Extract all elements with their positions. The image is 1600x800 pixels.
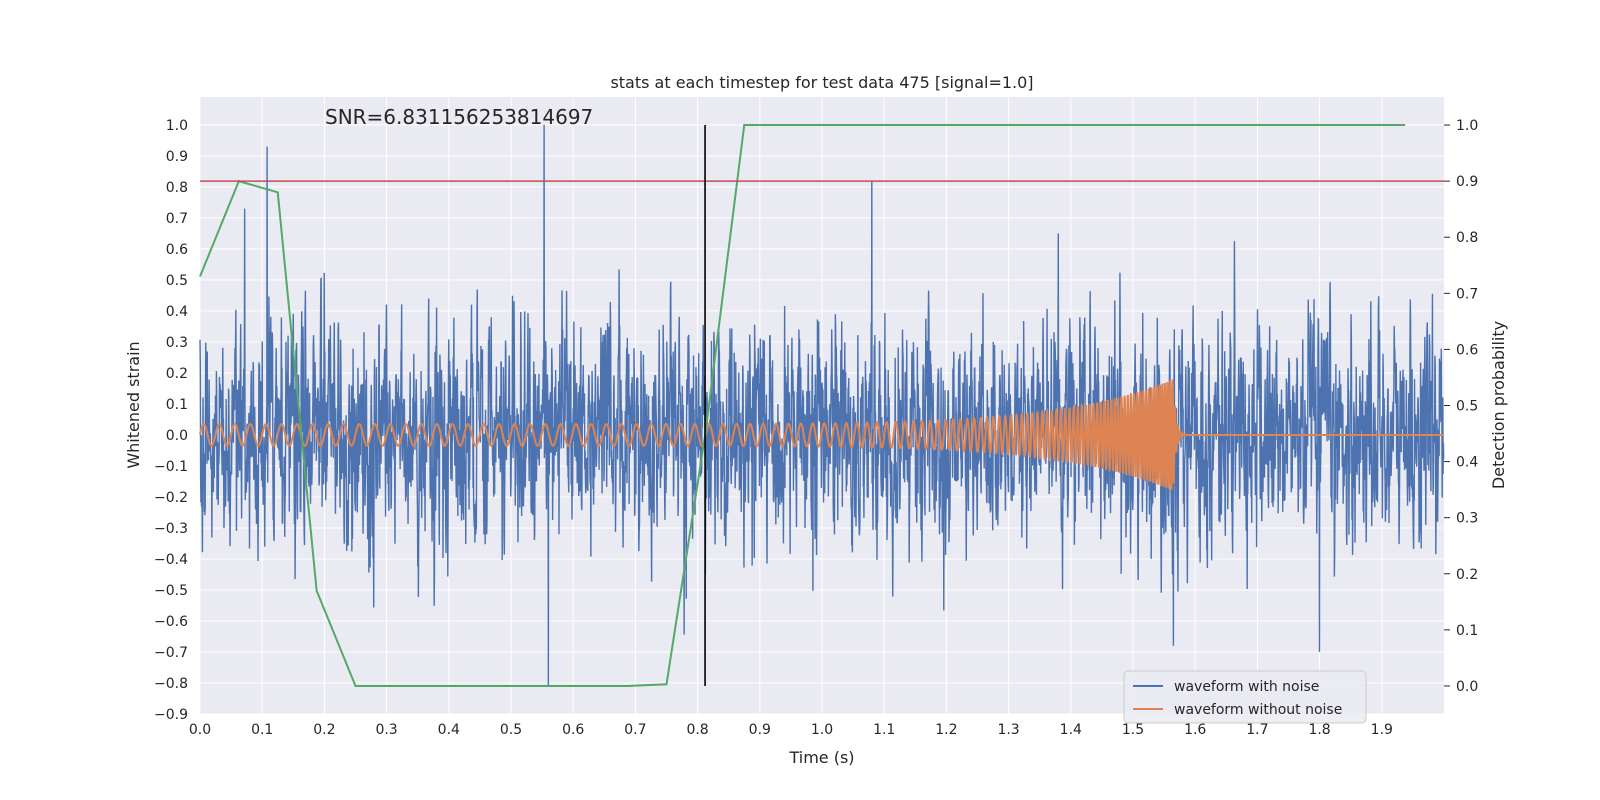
x-tick-label: 1.0 xyxy=(811,722,833,738)
y-tick-label: −0.7 xyxy=(154,645,188,661)
y2-axis-label: Detection probability xyxy=(1489,321,1508,489)
y-tick-label: −0.3 xyxy=(154,521,188,537)
y2-tick-label: 0.5 xyxy=(1456,399,1478,415)
x-tick-label: 0.9 xyxy=(749,722,771,738)
chart-title: stats at each timestep for test data 475… xyxy=(610,73,1033,92)
y2-tick-label: 1.0 xyxy=(1456,118,1478,134)
x-tick-label: 1.8 xyxy=(1308,722,1330,738)
line-waveform-without-noise xyxy=(199,379,1444,491)
legend-label-noise: waveform with noise xyxy=(1174,679,1319,695)
y-axis-label: Whitened strain xyxy=(124,341,143,468)
y-tick-label: −0.4 xyxy=(154,552,188,568)
y2-tick-label: 0.1 xyxy=(1456,623,1478,639)
y-tick-label: 0.7 xyxy=(166,211,188,227)
x-axis-label: Time (s) xyxy=(788,748,854,767)
y-tick-label: 0.2 xyxy=(166,366,188,382)
y-tick-label: 0.0 xyxy=(166,428,188,444)
series-waveform-without-noise xyxy=(199,379,1444,491)
x-tick-label: 1.7 xyxy=(1246,722,1268,738)
x-tick-label: 0.5 xyxy=(500,722,522,738)
x-tick-label: 1.4 xyxy=(1060,722,1082,738)
y-tick-label: 0.6 xyxy=(166,242,188,258)
y-tick-label: 0.5 xyxy=(166,273,188,289)
reference-lines xyxy=(200,125,1444,686)
x-tick-label: 0.1 xyxy=(251,722,273,738)
y2-tick-label: 0.2 xyxy=(1456,567,1478,583)
y-tick-label: 0.9 xyxy=(166,149,188,165)
x-tick-label: 1.1 xyxy=(873,722,895,738)
x-tick-label: 0.3 xyxy=(375,722,397,738)
legend-label-clean: waveform without noise xyxy=(1174,702,1342,718)
x-tick-label: 1.2 xyxy=(935,722,957,738)
y-tick-label: −0.6 xyxy=(154,614,188,630)
y-tick-label: 0.8 xyxy=(166,180,188,196)
x-tick-label: 0.6 xyxy=(562,722,584,738)
y2-tick-label: 0.6 xyxy=(1456,342,1478,358)
series-detection-probability xyxy=(199,124,1406,687)
x-tick-label: 0.0 xyxy=(189,722,211,738)
x-tick-label: 0.7 xyxy=(624,722,646,738)
y2-axis-ticks: 0.0 0.1 0.2 0.3 0.4 0.5 0.6 0.7 0.8 0.9 1.0 xyxy=(1444,118,1478,695)
x-tick-label: 1.3 xyxy=(997,722,1019,738)
y-tick-label: 0.3 xyxy=(166,335,188,351)
y-tick-label: 1.0 xyxy=(166,118,188,134)
snr-annotation: SNR=6.831156253814697 xyxy=(325,105,593,129)
y-axis-ticks: −0.9 −0.8 −0.7 −0.6 −0.5 −0.4 −0.3 −0.2 −0.1 0.0 0… xyxy=(154,118,188,723)
y-tick-label: −0.8 xyxy=(154,676,188,692)
y-tick-label: −0.1 xyxy=(154,459,188,475)
y-tick-label: 0.4 xyxy=(166,304,188,320)
y2-tick-label: 0.8 xyxy=(1456,230,1478,246)
x-tick-label: 0.2 xyxy=(313,722,335,738)
y-tick-label: −0.2 xyxy=(154,490,188,506)
line-waveform-with-noise xyxy=(199,124,1445,687)
x-tick-label: 1.6 xyxy=(1184,722,1206,738)
x-tick-label: 1.5 xyxy=(1122,722,1144,738)
legend: waveform with noise waveform without noi… xyxy=(1123,670,1367,724)
legend-box xyxy=(1123,670,1367,724)
y-tick-label: −0.5 xyxy=(154,583,188,599)
y2-tick-label: 0.3 xyxy=(1456,511,1478,527)
y2-tick-label: 0.9 xyxy=(1456,174,1478,190)
x-tick-label: 0.4 xyxy=(438,722,460,738)
y-tick-label: −0.9 xyxy=(154,707,188,723)
y2-tick-label: 0.7 xyxy=(1456,286,1478,302)
y-tick-label: 0.1 xyxy=(166,397,188,413)
line-detection-probability xyxy=(199,124,1406,687)
x-tick-label: 1.9 xyxy=(1371,722,1393,738)
series-waveform-with-noise xyxy=(199,124,1445,687)
x-tick-label: 0.8 xyxy=(686,722,708,738)
y2-tick-label: 0.0 xyxy=(1456,679,1478,695)
x-axis-ticks: 0.0 0.1 0.2 0.3 0.4 0.5 0.6 0.7 0.8 0.9 1.0 1.1 1.2 1… xyxy=(189,722,1393,738)
y2-tick-label: 0.4 xyxy=(1456,455,1478,471)
